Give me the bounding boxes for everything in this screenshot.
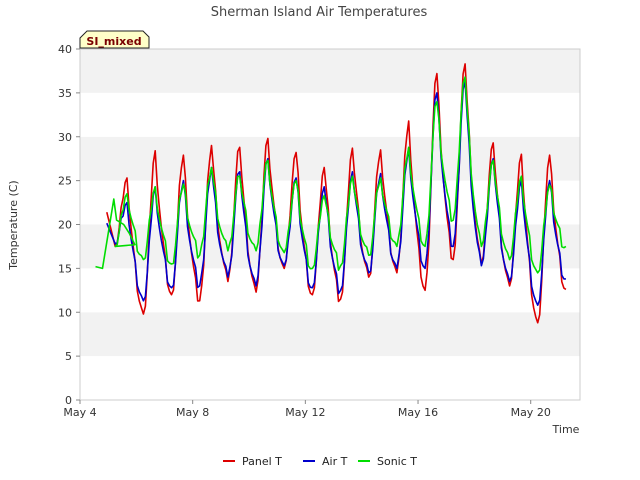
grid-band bbox=[80, 49, 580, 93]
site-tag-box bbox=[79, 30, 150, 49]
x-tick-label: May 20 bbox=[511, 406, 551, 419]
site-tag-label: SI_mixed bbox=[86, 35, 141, 48]
x-axis-ticks: May 4 May 8 May 12 May 16 May 20 bbox=[63, 400, 551, 419]
grid-band bbox=[80, 312, 580, 357]
y-axis-label: Temperature (C) bbox=[7, 180, 20, 270]
legend-item-panel-t: Panel T bbox=[223, 455, 282, 468]
y-tick-label: 20 bbox=[58, 219, 72, 232]
series-layer bbox=[95, 63, 567, 324]
y-tick-label: 5 bbox=[65, 350, 72, 363]
legend-label: Panel T bbox=[242, 455, 282, 468]
legend-label: Sonic T bbox=[377, 455, 417, 468]
chart-title: Sherman Island Air Temperatures bbox=[211, 5, 428, 20]
series-line-panel-t bbox=[106, 63, 567, 324]
x-tick-label: May 12 bbox=[285, 406, 325, 419]
grid-band bbox=[80, 356, 580, 400]
grid-band bbox=[80, 136, 580, 181]
y-tick-label: 15 bbox=[58, 262, 72, 275]
x-tick-label: May 16 bbox=[398, 406, 438, 419]
grid-band bbox=[80, 268, 580, 313]
legend-item-air-t: Air T bbox=[303, 455, 348, 468]
series-line-sonic-t bbox=[95, 76, 567, 274]
y-axis-ticks: 0 5 10 15 20 25 30 35 40 bbox=[58, 43, 80, 407]
y-tick-label: 40 bbox=[58, 43, 72, 56]
legend-item-sonic-t: Sonic T bbox=[358, 455, 417, 468]
legend: Panel T Air T Sonic T bbox=[223, 455, 417, 468]
site-tag: SI_mixed bbox=[79, 30, 150, 49]
y-tick-label: 30 bbox=[58, 131, 72, 144]
x-axis-label: Time bbox=[552, 423, 580, 436]
legend-label: Air T bbox=[322, 455, 348, 468]
y-tick-label: 10 bbox=[58, 306, 72, 319]
y-tick-label: 0 bbox=[65, 394, 72, 407]
y-tick-label: 35 bbox=[58, 87, 72, 100]
grid-band bbox=[80, 92, 580, 137]
x-tick-label: May 4 bbox=[63, 406, 96, 419]
x-tick-label: May 8 bbox=[176, 406, 209, 419]
y-tick-label: 25 bbox=[58, 175, 72, 188]
